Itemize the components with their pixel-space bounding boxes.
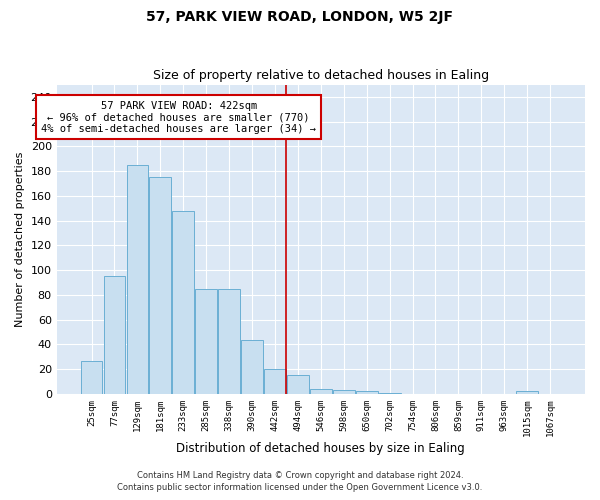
Bar — [516, 392, 538, 394]
Bar — [333, 390, 355, 394]
Bar — [80, 360, 103, 394]
Text: Contains HM Land Registry data © Crown copyright and database right 2024.
Contai: Contains HM Land Registry data © Crown c… — [118, 471, 482, 492]
Bar — [287, 376, 309, 394]
Bar — [104, 276, 125, 394]
Bar — [241, 340, 263, 394]
Text: 57, PARK VIEW ROAD, LONDON, W5 2JF: 57, PARK VIEW ROAD, LONDON, W5 2JF — [146, 10, 454, 24]
Bar — [379, 392, 401, 394]
Title: Size of property relative to detached houses in Ealing: Size of property relative to detached ho… — [153, 69, 489, 82]
Text: 57 PARK VIEW ROAD: 422sqm
← 96% of detached houses are smaller (770)
4% of semi-: 57 PARK VIEW ROAD: 422sqm ← 96% of detac… — [41, 100, 316, 134]
Bar — [356, 392, 377, 394]
X-axis label: Distribution of detached houses by size in Ealing: Distribution of detached houses by size … — [176, 442, 465, 455]
Bar — [218, 289, 240, 394]
Bar — [196, 289, 217, 394]
Bar — [149, 178, 171, 394]
Bar — [264, 369, 286, 394]
Y-axis label: Number of detached properties: Number of detached properties — [15, 152, 25, 327]
Bar — [172, 211, 194, 394]
Bar — [310, 389, 332, 394]
Bar — [127, 165, 148, 394]
